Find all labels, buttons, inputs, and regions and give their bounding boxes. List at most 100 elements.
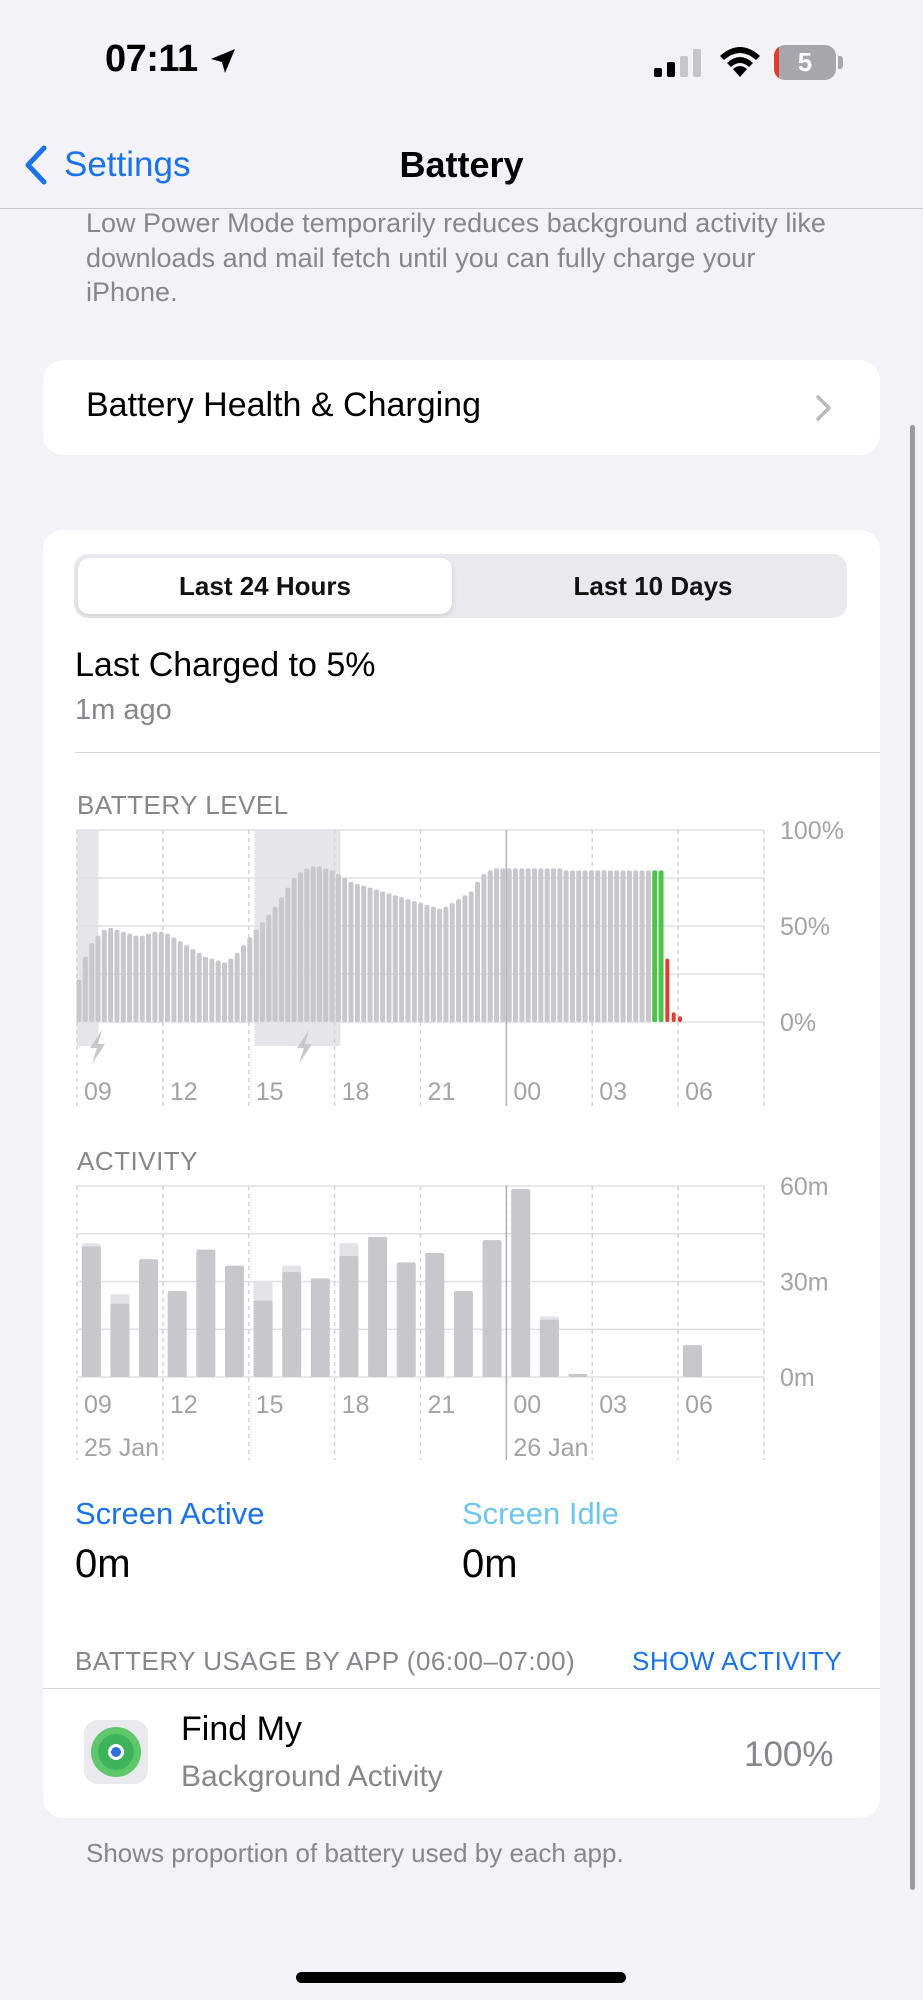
activity-y-tick-label: 30m	[780, 1269, 829, 1297]
activity-x-tick-label: 21	[428, 1391, 456, 1419]
battery-level-bar	[114, 929, 120, 1022]
battery-level-bar	[367, 887, 373, 1022]
battery-level-bar	[513, 868, 519, 1022]
segment-last-24-hours[interactable]: Last 24 Hours	[179, 571, 351, 601]
cellular-signal-icon	[654, 49, 701, 77]
screen-active-value: 0m	[75, 1542, 131, 1586]
battery-level-bar	[519, 868, 525, 1022]
battery-level-bar	[133, 935, 139, 1022]
battery-x-tick-label: 21	[428, 1078, 456, 1106]
activity-active-bar	[453, 1291, 473, 1377]
battery-level-bar	[525, 868, 531, 1022]
battery-level-bar	[475, 881, 481, 1022]
time-range-segmented-control: Last 24 Hours Last 10 Days	[74, 554, 847, 618]
scrollbar[interactable]	[910, 425, 915, 1890]
separator	[43, 1688, 880, 1689]
battery-level-bar	[665, 958, 670, 1022]
wifi-icon	[720, 47, 760, 77]
battery-level-bar	[468, 891, 474, 1022]
battery-x-tick-label: 18	[342, 1078, 370, 1106]
battery-level-bar	[285, 887, 291, 1022]
activity-active-bar	[511, 1189, 531, 1377]
activity-y-tick-label: 0m	[780, 1364, 815, 1392]
battery-x-tick-label: 15	[256, 1078, 284, 1106]
battery-level-bar	[158, 931, 164, 1022]
battery-level-bar	[291, 878, 297, 1022]
battery-level-bar	[215, 960, 221, 1022]
battery-x-tick-label: 00	[513, 1078, 541, 1106]
activity-active-bar	[139, 1259, 159, 1377]
activity-active-bar	[568, 1373, 588, 1377]
battery-level-bar	[430, 906, 436, 1022]
activity-active-bar	[425, 1252, 445, 1377]
status-time: 07:11	[105, 38, 198, 80]
find-my-app-icon	[84, 1720, 148, 1784]
activity-active-bar	[682, 1345, 702, 1377]
battery-level-bar	[203, 956, 209, 1022]
home-indicator[interactable]	[296, 1972, 626, 1983]
segment-last-10-days[interactable]: Last 10 Days	[573, 571, 733, 601]
back-button[interactable]: Settings	[24, 140, 190, 190]
activity-x-tick-label: 03	[599, 1391, 627, 1419]
battery-level-bar	[531, 868, 537, 1022]
battery-level-heading: BATTERY LEVEL	[77, 790, 289, 820]
battery-level-bar	[348, 881, 354, 1022]
battery-level-bar	[658, 870, 664, 1022]
activity-active-bar	[539, 1319, 559, 1377]
battery-level-bar	[462, 895, 468, 1022]
activity-active-bar	[110, 1303, 130, 1377]
screen-active-label[interactable]: Screen Active	[75, 1496, 265, 1531]
activity-active-bar	[368, 1236, 388, 1377]
activity-y-tick-label: 60m	[780, 1173, 829, 1201]
battery-level-bar	[82, 956, 88, 1022]
screen-idle-label[interactable]: Screen Idle	[462, 1496, 619, 1531]
battery-level-bar	[569, 870, 575, 1022]
screen-idle-value: 0m	[462, 1542, 518, 1586]
battery-level-bar	[354, 883, 360, 1022]
activity-active-bar	[253, 1300, 273, 1377]
battery-level-bar	[487, 870, 493, 1022]
battery-level-bar	[411, 901, 417, 1022]
battery-level-bar	[443, 906, 449, 1022]
battery-level-bar	[437, 908, 443, 1022]
back-button-label: Settings	[64, 145, 191, 184]
battery-level-bar	[95, 935, 101, 1022]
battery-icon: 5	[774, 45, 844, 80]
battery-level-bar	[209, 958, 215, 1022]
battery-health-row[interactable]: Battery Health & Charging	[43, 360, 880, 455]
battery-level-bar	[165, 933, 171, 1022]
battery-level-bar	[323, 868, 329, 1022]
battery-level-bar	[494, 868, 500, 1022]
charging-bolt-icon	[297, 1030, 312, 1064]
app-subtitle: Background Activity	[181, 1760, 443, 1793]
battery-level-bar	[626, 870, 632, 1022]
battery-x-tick-label: 03	[599, 1078, 627, 1106]
battery-level-bar	[266, 914, 272, 1022]
activity-x-tick-label: 12	[170, 1391, 198, 1419]
page-title: Battery	[399, 144, 524, 185]
activity-active-bar	[81, 1246, 101, 1377]
battery-x-tick-label: 06	[685, 1078, 713, 1106]
battery-level-bar	[146, 933, 152, 1022]
battery-level-bar	[405, 899, 411, 1022]
battery-level-bar	[316, 866, 322, 1022]
battery-level-bar	[139, 935, 145, 1022]
activity-x-tick-label: 06	[685, 1391, 713, 1419]
battery-level-bar	[639, 870, 645, 1022]
activity-active-bar	[396, 1262, 416, 1377]
activity-active-bar	[282, 1271, 302, 1377]
battery-level-bar	[392, 895, 398, 1022]
battery-level-bar	[335, 874, 341, 1022]
show-activity-button[interactable]: SHOW ACTIVITY	[632, 1646, 843, 1676]
battery-level-bar	[633, 870, 639, 1022]
battery-level-bar	[222, 962, 228, 1022]
battery-level-bar	[190, 949, 196, 1022]
date-label: 26 Jan	[513, 1434, 588, 1462]
activity-active-bar	[339, 1256, 359, 1377]
battery-level-bar	[607, 870, 613, 1022]
battery-y-tick-label: 50%	[780, 913, 830, 941]
app-percentage: 100%	[744, 1735, 834, 1774]
activity-active-bar	[224, 1265, 244, 1377]
activity-x-tick-label: 00	[513, 1391, 541, 1419]
battery-level-bar	[272, 906, 278, 1022]
